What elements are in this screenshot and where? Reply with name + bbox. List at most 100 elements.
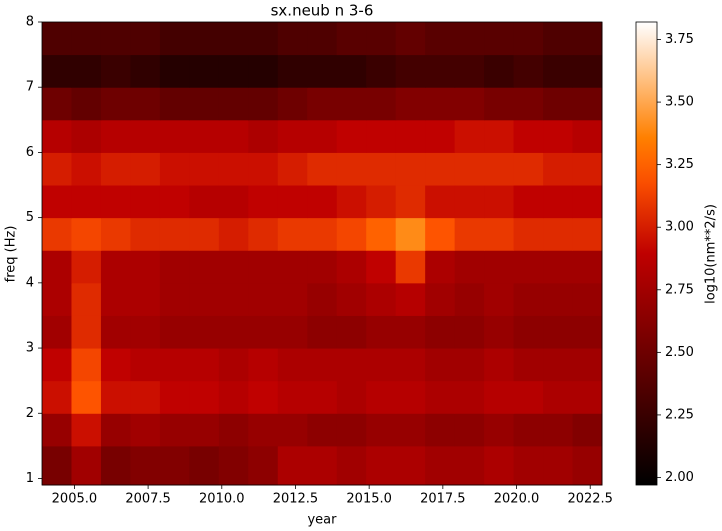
heatmap-cell — [248, 22, 279, 56]
heatmap-cell — [42, 152, 72, 186]
heatmap-cell — [159, 185, 190, 219]
heatmap-cell — [395, 380, 426, 414]
heatmap-cell — [189, 348, 220, 382]
heatmap-cell — [100, 445, 131, 486]
heatmap-cell — [425, 348, 456, 382]
heatmap-cell — [454, 348, 485, 382]
heatmap-cell — [484, 119, 515, 153]
heatmap-cell — [100, 152, 131, 186]
heatmap-cell — [71, 22, 102, 56]
heatmap-cell — [218, 119, 249, 153]
heatmap-cell — [395, 119, 426, 153]
y-tick-label: 3 — [26, 341, 34, 356]
heatmap-cell — [189, 119, 220, 153]
heatmap-cell — [130, 250, 161, 284]
heatmap-cell — [248, 152, 279, 186]
heatmap-cell — [425, 250, 456, 284]
heatmap-cell — [336, 348, 367, 382]
y-tick-label: 1 — [26, 471, 34, 486]
heatmap-cell — [425, 282, 456, 316]
heatmap-cell — [71, 250, 102, 284]
heatmap-cell — [366, 348, 397, 382]
heatmap-cell — [425, 22, 456, 56]
heatmap-cell — [366, 119, 397, 153]
chart-title: sx.neub n 3-6 — [271, 2, 374, 20]
heatmap-cell — [130, 413, 161, 447]
heatmap-cell — [159, 119, 190, 153]
heatmap-cell — [189, 87, 220, 121]
heatmap-cell — [189, 54, 220, 88]
heatmap-cell — [543, 217, 574, 251]
heatmap-cell — [366, 152, 397, 186]
x-tick-label: 2015.0 — [346, 492, 392, 507]
heatmap-cell — [543, 185, 574, 219]
heatmap-cell — [71, 380, 102, 414]
heatmap-cell — [159, 282, 190, 316]
heatmap-cell — [366, 282, 397, 316]
heatmap-cell — [277, 185, 308, 219]
x-tick-label: 2012.5 — [273, 492, 319, 507]
heatmap-cell — [336, 315, 367, 349]
heatmap-cell — [100, 119, 131, 153]
heatmap-cell — [42, 348, 72, 382]
heatmap-cell — [513, 348, 544, 382]
heatmap-cell — [336, 22, 367, 56]
heatmap-cell — [100, 282, 131, 316]
y-tick-label: 5 — [26, 210, 34, 225]
heatmap-cell — [513, 445, 544, 486]
x-tick-label: 2005.0 — [52, 492, 98, 507]
heatmap-cell — [189, 152, 220, 186]
heatmap-cell — [513, 87, 544, 121]
heatmap-cell — [130, 152, 161, 186]
heatmap-cell — [572, 250, 603, 284]
heatmap-cell — [130, 445, 161, 486]
heatmap-cell — [218, 217, 249, 251]
heatmap-cell — [395, 315, 426, 349]
heatmap-cell — [130, 87, 161, 121]
heatmap-cell — [454, 413, 485, 447]
heatmap-cell — [218, 152, 249, 186]
heatmap-cell — [513, 54, 544, 88]
heatmap-cell — [395, 348, 426, 382]
x-axis-label: year — [307, 513, 337, 528]
heatmap-cell — [513, 22, 544, 56]
x-tick-label: 2007.5 — [125, 492, 171, 507]
heatmap-cell — [543, 87, 574, 121]
heatmap-cell — [218, 22, 249, 56]
heatmap-cell — [543, 54, 574, 88]
heatmap-cell — [395, 413, 426, 447]
heatmap-cell — [71, 119, 102, 153]
colorbar-tick-label: 2.25 — [665, 407, 694, 422]
heatmap-cell — [189, 282, 220, 316]
heatmap-cell — [336, 54, 367, 88]
heatmap-cell — [159, 152, 190, 186]
heatmap-cell — [336, 185, 367, 219]
heatmap-cell — [248, 348, 279, 382]
heatmap-cell — [454, 250, 485, 284]
heatmap-cell — [42, 445, 72, 486]
colorbar-tick-label: 3.25 — [665, 157, 694, 172]
heatmap-cell — [543, 282, 574, 316]
heatmap-cell — [277, 445, 308, 486]
y-tick-label: 4 — [26, 275, 34, 290]
heatmap-cell — [543, 22, 574, 56]
heatmap-cell — [395, 185, 426, 219]
heatmap-cell — [277, 152, 308, 186]
heatmap-cell — [572, 315, 603, 349]
heatmap-cell — [484, 348, 515, 382]
heatmap-cell — [366, 185, 397, 219]
heatmap-cell — [484, 152, 515, 186]
heatmap-cell — [425, 413, 456, 447]
heatmap-cell — [366, 413, 397, 447]
heatmap-cell — [513, 217, 544, 251]
heatmap-cell — [454, 380, 485, 414]
heatmap-cell — [307, 119, 338, 153]
heatmap-cell — [42, 315, 72, 349]
heatmap-cell — [395, 445, 426, 486]
heatmap-cell — [543, 380, 574, 414]
heatmap-cell — [130, 348, 161, 382]
heatmap-cell — [277, 250, 308, 284]
heatmap-cell — [366, 250, 397, 284]
heatmap-cell — [336, 250, 367, 284]
